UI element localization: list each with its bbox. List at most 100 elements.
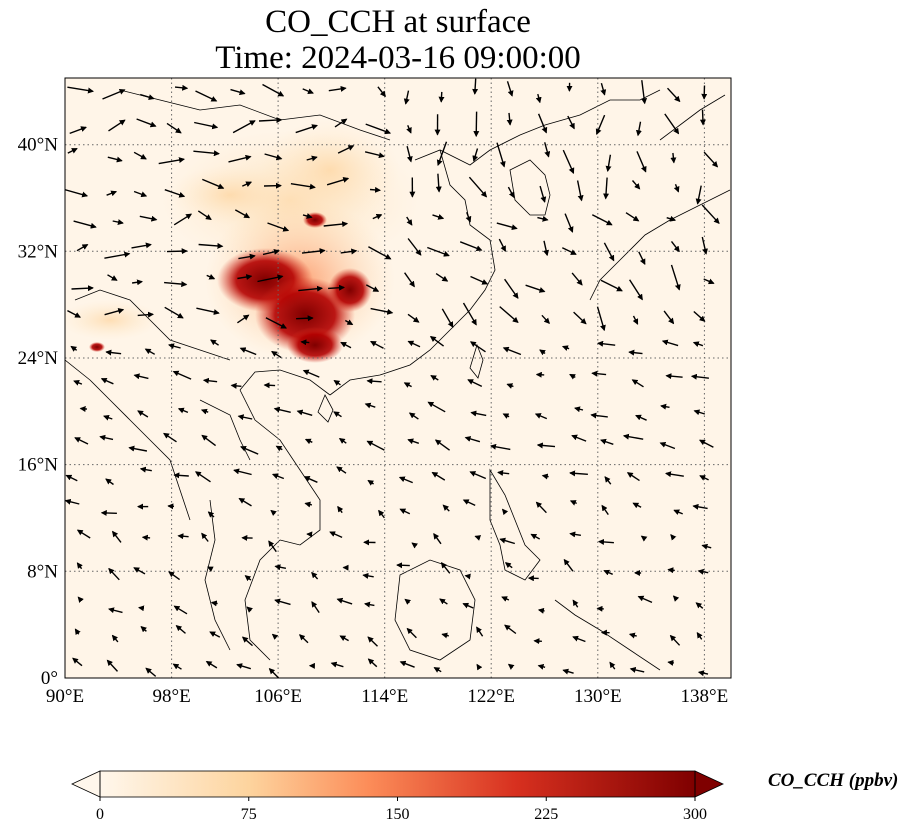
wind-arrow [411, 542, 419, 549]
wind-arrow [67, 86, 94, 94]
wind-arrow [502, 346, 522, 356]
wind-arrow [506, 383, 514, 389]
wind-arrow [194, 121, 219, 130]
wind-arrow [268, 667, 280, 678]
wind-arrow [563, 558, 574, 572]
wind-arrow [407, 340, 421, 348]
wind-arrow [362, 572, 374, 579]
lon-tick-label: 130°E [574, 686, 622, 707]
wind-arrow [504, 278, 519, 299]
wind-arrow [629, 279, 643, 301]
wind-vectors [65, 78, 720, 678]
wind-arrow [701, 543, 712, 550]
wind-arrow [701, 236, 708, 255]
wind-arrow [561, 345, 570, 351]
wind-arrow [543, 240, 550, 257]
wind-arrow [337, 145, 355, 154]
wind-arrow [193, 150, 220, 157]
wind-arrow [431, 471, 446, 481]
wind-arrow [626, 472, 640, 482]
wind-arrow [663, 310, 675, 325]
wind-arrow [209, 631, 221, 638]
wind-arrow [107, 274, 118, 281]
wind-arrow [108, 567, 120, 581]
wind-arrow [536, 442, 556, 449]
wind-arrow [690, 373, 709, 380]
wind-arrow [672, 595, 680, 602]
wind-arrow [441, 632, 449, 639]
wind-arrow [239, 347, 257, 356]
wind-arrow [262, 248, 280, 256]
wind-arrow [111, 634, 119, 643]
wind-arrow [128, 445, 148, 452]
wind-arrow [195, 90, 218, 102]
wind-arrow [666, 87, 681, 103]
map-frame [64, 77, 732, 679]
wind-arrow [329, 531, 343, 539]
wind-arrow [108, 119, 126, 132]
wind-arrow [140, 93, 155, 101]
wind-arrow [569, 531, 582, 538]
wind-arrow [166, 248, 188, 255]
wind-arrow [295, 124, 318, 134]
wind-arrow [71, 285, 94, 292]
wind-arrow [576, 180, 584, 202]
wind-arrow [535, 501, 547, 514]
wind-arrow [699, 475, 709, 481]
wind-arrow [201, 532, 209, 542]
wind-arrow [334, 118, 348, 128]
wind-arrow [158, 157, 185, 165]
wind-arrow [695, 185, 702, 205]
wind-arrow [635, 121, 642, 137]
wind-arrow [537, 113, 548, 134]
wind-arrow [246, 606, 253, 613]
wind-arrow [238, 497, 252, 507]
wind-arrow [177, 533, 189, 540]
wind-arrow [462, 499, 476, 507]
wind-arrow [166, 122, 182, 134]
wind-arrow [622, 433, 644, 440]
wind-arrow [696, 631, 703, 640]
wind-arrow [237, 414, 253, 421]
wind-arrow [406, 627, 417, 639]
wind-arrow [472, 148, 479, 162]
lat-tick-label: 24°N [18, 348, 59, 369]
wind-arrow [367, 658, 378, 668]
wind-arrow [366, 440, 385, 451]
wind-arrow [474, 535, 482, 541]
lon-tick-label: 122°E [467, 686, 515, 707]
wind-arrow [137, 410, 149, 418]
colorbar-tick-label: 150 [385, 806, 410, 823]
wind-arrow [667, 567, 675, 574]
wind-arrow [175, 625, 186, 634]
wind-arrow [290, 183, 316, 190]
title-line-2: Time: 2024-03-16 09:00:00 [215, 40, 581, 76]
lat-tick-label: 8°N [27, 561, 58, 582]
wind-arrow [433, 532, 442, 545]
wind-arrow [304, 438, 313, 445]
wind-arrow [100, 377, 114, 385]
wind-arrow [372, 214, 383, 220]
wind-arrow [365, 284, 380, 292]
wind-arrow [693, 310, 706, 322]
wind-arrow [296, 315, 314, 322]
wind-arrow [65, 474, 78, 482]
wind-arrow [105, 349, 122, 356]
wind-arrow [628, 349, 643, 356]
wind-arrow [364, 402, 376, 409]
wind-arrow [530, 533, 541, 540]
wind-arrow [340, 341, 352, 349]
wind-arrow [403, 382, 412, 388]
wind-arrow [76, 243, 89, 252]
wind-arrow [470, 410, 487, 417]
wind-arrow [591, 370, 607, 377]
wind-arrow [636, 151, 647, 173]
wind-arrow [462, 302, 477, 326]
wind-arrow [441, 308, 454, 328]
gridlines [65, 78, 731, 678]
wind-arrow [144, 348, 156, 355]
wind-arrow [703, 278, 715, 285]
wind-arrow [230, 382, 242, 389]
wind-arrow [562, 149, 575, 175]
